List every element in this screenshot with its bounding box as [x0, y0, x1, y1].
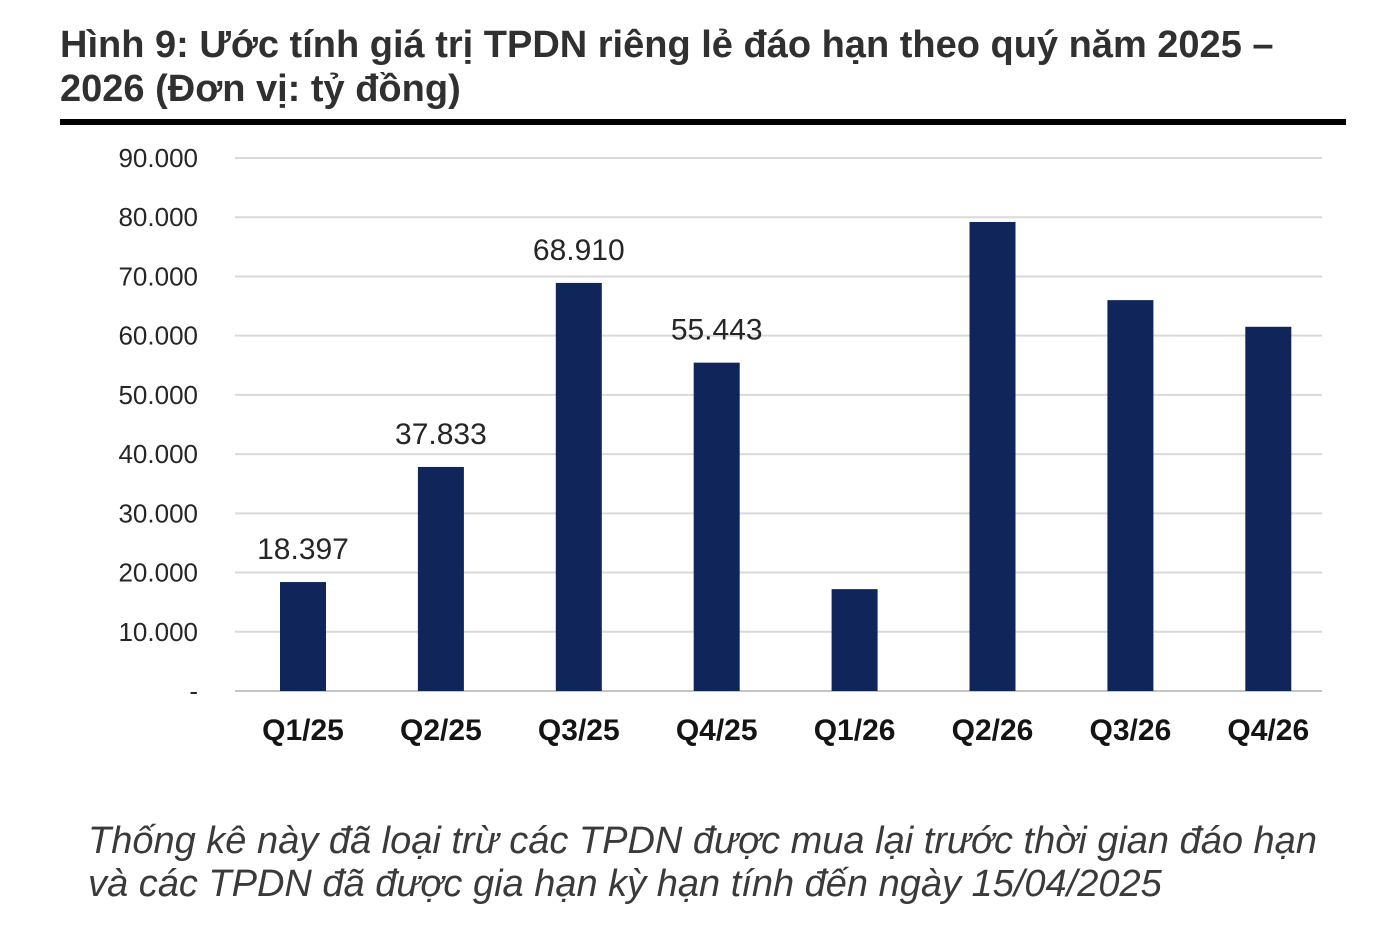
footnote: Thống kê này đã loại trừ các TPDN được m… — [88, 820, 1317, 906]
bar-q3-25 — [555, 282, 602, 691]
bar-chart: - 10.000 20.000 30.000 40.000 50.000 60.000 70.… — [118, 143, 1322, 747]
category-label-q4-25: Q4/25 — [676, 714, 758, 747]
category-label-q1-25: Q1/25 — [262, 714, 344, 747]
bar-q2-26 — [969, 221, 1016, 691]
category-label-q4-26: Q4/26 — [1227, 714, 1309, 747]
y-axis-tick-labels: - 10.000 20.000 30.000 40.000 50.000 60.000 70.… — [118, 143, 198, 706]
category-label-q2-26: Q2/26 — [952, 714, 1034, 747]
data-labels: 18.397 37.833 68.910 55.443 — [257, 234, 762, 566]
bar-q1-26 — [831, 589, 878, 691]
y-tick-label: 20.000 — [118, 558, 198, 588]
title-rule — [60, 119, 1346, 125]
data-label-q1-25: 18.397 — [257, 533, 349, 566]
y-tick-label: 30.000 — [118, 498, 198, 528]
category-label-q3-26: Q3/26 — [1090, 714, 1172, 747]
category-label-q3-25: Q3/25 — [538, 714, 620, 747]
y-tick-label: 60.000 — [118, 321, 198, 351]
y-tick-label: - — [189, 676, 198, 706]
data-label-q2-25: 37.833 — [395, 418, 487, 451]
gridlines — [235, 157, 1322, 692]
y-tick-label: 40.000 — [118, 439, 198, 469]
y-tick-label: 10.000 — [118, 617, 198, 647]
bar-q3-26 — [1107, 300, 1154, 691]
footnote-line: và các TPDN đã được gia hạn kỳ hạn tính … — [88, 863, 1162, 905]
y-tick-label: 50.000 — [118, 380, 198, 410]
y-tick-label: 70.000 — [118, 261, 198, 291]
bar-q2-25 — [417, 466, 464, 691]
footnote-line: Thống kê này đã loại trừ các TPDN được m… — [88, 820, 1317, 862]
category-label-q2-25: Q2/25 — [400, 714, 482, 747]
bar-q1-25 — [280, 582, 326, 691]
bar-q4-25 — [693, 362, 740, 691]
y-tick-label: 90.000 — [118, 143, 198, 173]
y-tick-label: 80.000 — [118, 202, 198, 232]
chart-title: Hình 9: Ước tính giá trị TPDN riêng lẻ đ… — [60, 24, 1274, 110]
bar-q4-26 — [1245, 326, 1292, 691]
bars — [280, 221, 1292, 691]
data-label-q4-25: 55.443 — [671, 314, 763, 347]
x-axis-category-labels: Q1/25 Q2/25 Q3/25 Q4/25 Q1/26 Q2/26 Q3/26 Q4/26 — [262, 714, 1309, 747]
data-label-q3-25: 68.910 — [533, 234, 625, 267]
category-label-q1-26: Q1/26 — [814, 714, 896, 747]
